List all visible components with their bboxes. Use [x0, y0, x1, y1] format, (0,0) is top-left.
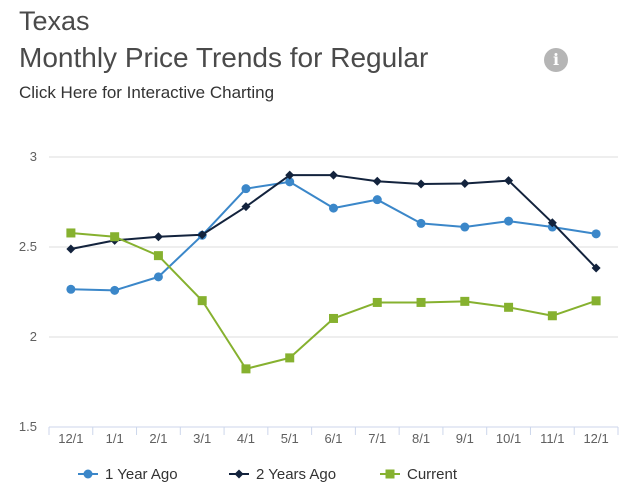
interactive-charting-link[interactable]: Click Here for Interactive Charting: [19, 83, 275, 102]
legend-item-current[interactable]: Current: [407, 466, 458, 483]
series-line-1-year-ago: [69, 180, 598, 292]
data-point-2-years-ago: [241, 202, 251, 212]
data-point-1-year-ago: [241, 184, 251, 194]
legend-item-2-years-ago[interactable]: 2 Years Ago: [256, 466, 336, 483]
x-tick-label: 8/1: [412, 431, 430, 446]
data-point-1-year-ago: [591, 229, 601, 239]
data-point-2-years-ago: [285, 170, 295, 180]
data-point-current: [329, 313, 338, 323]
data-point-current: [153, 251, 163, 261]
data-point-1-year-ago: [372, 195, 382, 205]
data-point-2-years-ago: [372, 176, 382, 186]
data-point-current: [460, 296, 470, 306]
x-tick-label: 7/1: [368, 431, 386, 446]
x-tick-label: 1/1: [106, 431, 124, 446]
chart-state-title: Texas: [19, 6, 90, 36]
x-tick-label: 12/1: [58, 431, 83, 446]
data-point-2-years-ago: [504, 176, 514, 186]
data-point-current: [547, 311, 557, 321]
data-point-current: [241, 364, 251, 374]
data-point-current: [591, 296, 601, 306]
data-point-2-years-ago: [547, 218, 557, 228]
data-point-current: [416, 297, 426, 307]
x-tick-label: 11/1: [540, 431, 564, 446]
data-point-2-years-ago: [460, 178, 470, 188]
data-point-1-year-ago: [504, 216, 514, 226]
data-point-current: [197, 296, 207, 306]
data-point-2-years-ago: [66, 244, 76, 254]
data-point-2-years-ago: [416, 179, 426, 189]
x-tick-label: 5/1: [281, 431, 299, 446]
data-point-1-year-ago: [153, 272, 163, 282]
data-point-2-years-ago: [329, 170, 338, 180]
data-point-current: [285, 353, 295, 363]
x-tick-label: 4/1: [237, 431, 255, 446]
data-point-1-year-ago: [285, 177, 295, 187]
x-tick-label: 3/1: [193, 431, 211, 446]
legend-marker-1-year-ago: [83, 469, 93, 479]
x-tick-label: 12/1: [583, 431, 608, 446]
x-tick-label: 2/1: [149, 431, 167, 446]
data-point-1-year-ago: [416, 218, 426, 228]
legend-item-1-year-ago[interactable]: 1 Year Ago: [105, 466, 178, 483]
x-tick-label: 10/1: [496, 431, 521, 446]
data-point-1-year-ago: [66, 284, 76, 294]
data-point-1-year-ago: [110, 285, 120, 295]
data-point-current: [66, 228, 76, 238]
chart-title: Monthly Price Trends for Regular: [19, 42, 429, 73]
data-point-2-years-ago: [197, 230, 207, 240]
series-line-current: [69, 231, 598, 370]
x-tick-label: 9/1: [456, 431, 474, 446]
legend-marker-2-years-ago: [234, 469, 244, 479]
y-tick-label: 1.5: [19, 419, 37, 434]
data-point-1-year-ago: [460, 222, 470, 232]
data-point-current: [110, 232, 120, 242]
data-point-current: [372, 297, 382, 307]
info-icon[interactable]: i: [544, 48, 568, 72]
x-tick-label: 6/1: [324, 431, 342, 446]
legend-marker-current: [385, 469, 395, 479]
y-tick-label: 2.5: [19, 239, 37, 254]
y-tick-label: 2: [30, 329, 37, 344]
data-point-current: [504, 302, 514, 312]
data-point-2-years-ago: [591, 263, 601, 273]
data-point-1-year-ago: [329, 203, 338, 213]
data-point-2-years-ago: [153, 232, 163, 242]
y-tick-label: 3: [30, 149, 37, 164]
